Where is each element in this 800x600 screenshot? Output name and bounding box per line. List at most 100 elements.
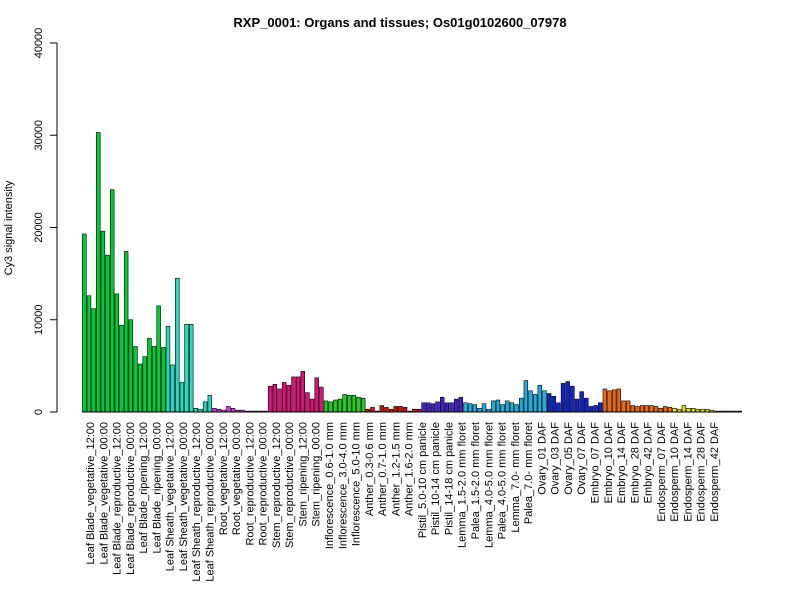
y-tick-label: 30000: [33, 120, 45, 151]
bars: [82, 132, 742, 413]
bar: [402, 407, 408, 413]
bar: [179, 382, 185, 413]
bar: [546, 393, 552, 413]
bar: [593, 405, 598, 413]
bar: [658, 408, 663, 413]
x-tick-label: Leaf Blade_vegetative_00:00: [98, 422, 110, 565]
bar: [639, 405, 645, 413]
bar: [151, 346, 157, 413]
bar: [305, 392, 310, 413]
bar: [444, 402, 450, 413]
x-tick-label: Endosperm_10 DAF: [669, 422, 681, 522]
bar: [588, 406, 594, 413]
bar: [532, 394, 538, 413]
bar: [635, 406, 640, 413]
bar: [128, 319, 134, 413]
x-tick-label: Embryo_10 DAF: [603, 422, 615, 504]
bar: [96, 132, 101, 413]
x-tick-label: Embryo_07 DAF: [590, 422, 602, 504]
bar: [621, 400, 626, 413]
bar: [342, 394, 347, 413]
x-tick-label: Leaf Blade_reproductive_00:00: [125, 422, 137, 575]
bar: [528, 390, 533, 413]
x-tick-label: Leaf Sheath_vegetative_00:00: [178, 422, 190, 571]
x-tick-label: Anther_1.2-1.5 mm: [390, 422, 402, 516]
bar: [602, 388, 608, 413]
x-tick-label: Anther_0.3-0.6 mm: [364, 422, 376, 516]
y-tick-label: 10000: [33, 304, 45, 335]
bar: [491, 400, 496, 413]
bar: [333, 399, 338, 413]
bar: [653, 406, 659, 413]
bar: [611, 389, 617, 413]
bar: [379, 405, 384, 413]
bar: [212, 408, 217, 413]
x-tick-label: Inflorescence_0.6-1.0 mm: [324, 422, 336, 549]
bar: [472, 404, 477, 413]
bar: [370, 407, 375, 413]
bar: [123, 251, 129, 413]
bar: [277, 388, 282, 413]
bar: [202, 401, 208, 413]
x-tick-label: Stem_ripening_12:00: [297, 422, 309, 527]
bar: [514, 404, 519, 413]
bar: [393, 406, 398, 413]
bar: [314, 377, 319, 413]
bar: [356, 396, 361, 413]
bar: [309, 398, 315, 413]
bar: [667, 407, 673, 413]
x-tick-label: Palea_1.5-2.0 mm floret: [470, 422, 482, 539]
bar: [161, 347, 166, 413]
x-tick-label: Leaf Blade_ripening_00:00: [151, 422, 163, 554]
bar: [663, 406, 668, 413]
bar: [463, 402, 468, 413]
x-tick-label: Anther_0.7-1.0 mm: [377, 422, 389, 516]
y-tick-label: 0: [33, 409, 45, 415]
x-tick-label: Leaf Blade_vegetative_12:00: [85, 422, 97, 565]
bar: [119, 324, 124, 413]
x-tick-label: Lemma_4.0-5.0 mm floret: [483, 422, 495, 548]
x-tick-label: Leaf Sheath_reproductive_00:00: [204, 422, 216, 582]
bar: [133, 346, 138, 413]
x-tick-label: Pistil_5.0-10 cm panicle: [417, 422, 429, 538]
bar: [560, 383, 566, 413]
y-tick-label: 20000: [33, 212, 45, 243]
bar: [440, 396, 445, 413]
bar: [86, 295, 92, 413]
x-tick-label: Endosperm_14 DAF: [682, 422, 694, 522]
bar: [625, 400, 631, 413]
bar: [537, 384, 543, 413]
bar: [156, 305, 161, 413]
bar: [165, 325, 171, 413]
x-tick-label: Root_vegetative_00:00: [231, 422, 243, 535]
bar: [458, 396, 464, 413]
category-labels: Leaf Blade_vegetative_12:00 Leaf Blade_ve…: [85, 422, 721, 582]
bar: [105, 254, 110, 413]
x-tick-label: Endosperm_07 DAF: [656, 422, 668, 522]
bar: [519, 397, 524, 413]
bar: [91, 308, 96, 413]
x-tick-label: Ovary_03 DAF: [550, 422, 562, 495]
bar: [137, 363, 143, 413]
bar: [607, 390, 612, 413]
bar: [319, 386, 324, 413]
x-tick-label: Lemma_7.0- mm floret: [510, 422, 522, 533]
x-tick-label: Leaf Sheath_vegetative_12:00: [165, 422, 177, 571]
chart-title: RXP_0001: Organs and tissues; Os01g01026…: [233, 15, 566, 30]
bar: [686, 408, 691, 413]
bar: [672, 408, 677, 413]
bar: [495, 399, 501, 413]
x-tick-label: Palea_4.0-5.0 mm floret: [497, 422, 509, 539]
x-tick-label: Pistil_10-14 cm panicle: [430, 422, 442, 535]
bar: [644, 405, 649, 413]
bar: [360, 397, 366, 413]
x-tick-label: Inflorescence_3.0-4.0 mm: [337, 422, 349, 549]
bar: [435, 401, 440, 413]
bar: [114, 293, 120, 413]
bar: [286, 384, 292, 413]
bar: [523, 380, 529, 413]
bar: [347, 395, 352, 413]
bar: [430, 403, 436, 413]
bar: [481, 403, 487, 413]
bar: [337, 398, 343, 413]
